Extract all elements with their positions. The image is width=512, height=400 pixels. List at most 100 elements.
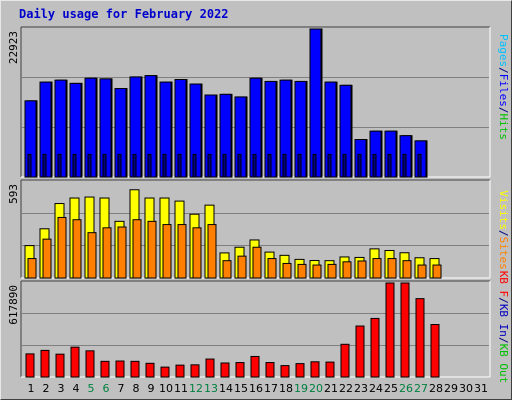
bar-sites <box>57 216 67 279</box>
legend-entry: KB F <box>497 271 510 298</box>
bar-pages <box>222 153 227 178</box>
x-tick-label: 6 <box>103 382 110 395</box>
x-tick-label: 12 <box>189 382 203 395</box>
bar-sites <box>357 260 367 279</box>
bar-sites <box>297 263 307 279</box>
bar-pages <box>147 153 152 178</box>
legend-entry: Hits <box>497 114 510 141</box>
x-tick-label: 18 <box>279 382 293 395</box>
bar-kb-f <box>40 349 50 378</box>
x-tick-label: 14 <box>219 382 233 395</box>
bar-sites <box>102 227 112 279</box>
bar-pages <box>417 153 422 178</box>
bar-sites <box>372 258 382 279</box>
bar-pages <box>177 153 182 178</box>
legend-entry: Files <box>497 74 510 107</box>
bar-pages <box>72 153 77 178</box>
bar-pages <box>237 153 242 178</box>
legend-entry: Visits <box>497 190 510 230</box>
x-tick-label: 21 <box>324 382 338 395</box>
bar-sites <box>417 264 427 279</box>
x-tick-label: 13 <box>204 382 218 395</box>
bar-sites <box>342 261 352 279</box>
x-tick-label: 4 <box>73 382 80 395</box>
panel-legend: Pages/Files/Hits <box>497 34 510 140</box>
x-tick-label: 28 <box>429 382 443 395</box>
panel-legend: Visits/Sites <box>497 190 510 270</box>
bar-pages <box>312 153 317 178</box>
bar-sites <box>162 224 172 279</box>
bar-sites <box>147 220 157 279</box>
bar-sites <box>327 263 337 279</box>
bar-kb-f <box>340 343 350 378</box>
bar-pages <box>282 153 287 178</box>
bar-kb-f <box>385 282 395 378</box>
bar-kb-f <box>145 362 155 378</box>
bar-kb-f <box>310 361 320 378</box>
bar-pages <box>327 153 332 178</box>
bar-sites <box>132 219 142 279</box>
x-tick-label: 25 <box>384 382 398 395</box>
x-tick-label: 5 <box>88 382 95 395</box>
bar-kb-f <box>100 360 110 378</box>
bar-kb-f <box>205 358 215 378</box>
bar-pages <box>402 153 407 178</box>
bar-kb-f <box>55 353 65 378</box>
legend-entry: / <box>497 67 510 74</box>
legend-entry: / <box>497 337 510 344</box>
x-tick-label: 17 <box>264 382 278 395</box>
bar-kb-f <box>115 360 125 378</box>
bar-sites <box>222 260 232 279</box>
bar-pages <box>42 153 47 178</box>
bar-kb-f <box>370 317 380 378</box>
bar-sites <box>87 232 97 279</box>
x-tick-label: 22 <box>339 382 353 395</box>
bar-sites <box>432 264 442 279</box>
chart-title: Daily usage for February 2022 <box>19 7 229 21</box>
bar-sites <box>387 258 397 279</box>
x-tick-label: 31 <box>474 382 488 395</box>
x-tick-label: 30 <box>459 382 473 395</box>
x-tick-label: 20 <box>309 382 323 395</box>
bar-pages <box>372 153 377 178</box>
legend-entry: KB Out <box>497 344 510 384</box>
legend-entry: / <box>497 297 510 304</box>
x-tick-label: 11 <box>174 382 188 395</box>
bar-pages <box>207 153 212 178</box>
bar-pages <box>357 153 362 178</box>
x-tick-label: 15 <box>234 382 248 395</box>
bar-kb-f <box>25 353 35 378</box>
bar-kb-f <box>400 282 410 378</box>
legend-entry: / <box>497 107 510 114</box>
bar-pages <box>387 153 392 178</box>
x-tick-label: 27 <box>414 382 428 395</box>
x-tick-label: 2 <box>43 382 50 395</box>
bar-kb-f <box>175 364 185 378</box>
bar-pages <box>102 153 107 178</box>
bar-pages <box>87 153 92 178</box>
legend-entry: KB In <box>497 304 510 337</box>
x-tick-label: 29 <box>444 382 458 395</box>
bar-kb-f <box>250 355 260 378</box>
bar-pages <box>132 153 137 178</box>
bar-pages <box>267 153 272 178</box>
bar-kb-f <box>415 298 425 378</box>
y-max-label: 593 <box>7 184 20 204</box>
x-tick-label: 9 <box>148 382 155 395</box>
legend-entry: Pages <box>497 34 510 67</box>
bar-sites <box>267 258 277 279</box>
bar-kb-f <box>70 346 80 378</box>
bar-kb-f <box>220 362 230 378</box>
bar-pages <box>342 153 347 178</box>
y-max-label: 22923 <box>7 31 20 64</box>
x-tick-label: 19 <box>294 382 308 395</box>
bar-kb-f <box>295 363 305 378</box>
bar-sites <box>312 264 322 279</box>
bar-sites <box>237 255 247 279</box>
y-max-label: 617890 <box>7 285 20 325</box>
bar-kb-f <box>430 324 440 378</box>
bar-sites <box>72 219 82 279</box>
panel-legend: KB F/KB In/KB Out <box>497 271 510 384</box>
